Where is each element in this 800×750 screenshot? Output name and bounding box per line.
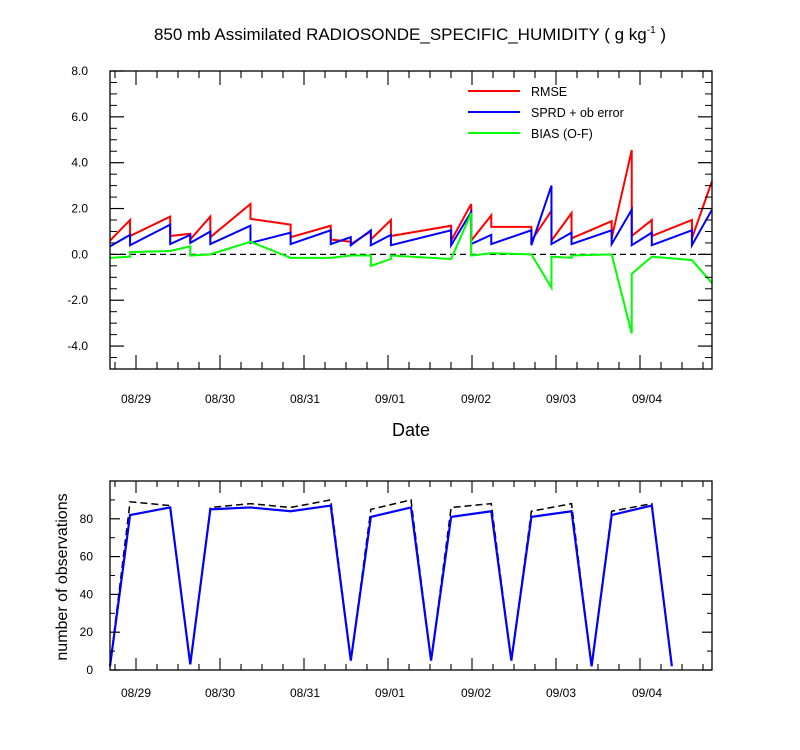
y-tick-label: 2.0	[71, 202, 88, 216]
x-tick-label: 08/31	[290, 392, 320, 406]
x-tick-label: 08/29	[121, 686, 151, 700]
series-line-used-observations	[108, 504, 673, 667]
y-tick-label: 4.0	[71, 156, 88, 170]
chart-title-superscript: -1	[647, 25, 656, 36]
legend-label: RMSE	[531, 85, 567, 99]
x-tick-label: 09/03	[546, 392, 576, 406]
rmse-spread-bias-chart: 850 mb Assimilated RADIOSONDE_SPECIFIC_H…	[67, 25, 713, 440]
x-tick-label: 08/29	[121, 392, 151, 406]
y-tick-label: 40	[80, 587, 94, 601]
y-tick-label: -2.0	[67, 293, 88, 307]
y-tick-label: 6.0	[71, 110, 88, 124]
x-tick-label: 09/02	[461, 392, 491, 406]
x-tick-label: 09/01	[375, 686, 405, 700]
x-tick-label: 09/01	[375, 392, 405, 406]
x-axis-title: Date	[392, 420, 430, 440]
y-tick-label: 0.0	[71, 247, 88, 261]
chart-title-main: 850 mb Assimilated RADIOSONDE_SPECIFIC_H…	[154, 25, 647, 44]
y-axis-title: number of observations	[54, 493, 71, 660]
y-tick-label: 80	[80, 512, 94, 526]
x-tick-label: 08/31	[290, 686, 320, 700]
y-tick-label: 20	[80, 625, 94, 639]
x-tick-label: 08/30	[205, 686, 235, 700]
legend-label: BIAS (O-F)	[531, 127, 593, 141]
y-tick-label: 60	[80, 550, 94, 564]
observation-count-chart: 80 60 40 20 0 08/29 08/30 08/31 09/01 09/02 09/03 0…	[54, 480, 713, 700]
x-tick-label: 09/04	[632, 686, 662, 700]
chart-title: 850 mb Assimilated RADIOSONDE_SPECIFIC_H…	[154, 25, 666, 44]
y-tick-label: 8.0	[71, 64, 88, 78]
y-tick-label: 0	[86, 663, 93, 677]
legend-label: SPRD + ob error	[531, 106, 624, 120]
chart-title-suffix: )	[656, 25, 666, 44]
series-line-rmse	[109, 149, 713, 246]
x-tick-label: 08/30	[205, 392, 235, 406]
x-tick-label: 09/04	[632, 392, 662, 406]
series-line-sprd-ob-error	[109, 185, 713, 250]
x-tick-label: 09/02	[461, 686, 491, 700]
y-tick-label: -4.0	[67, 339, 88, 353]
series-line-bias-o-f	[109, 212, 713, 334]
x-tick-label: 09/03	[546, 686, 576, 700]
